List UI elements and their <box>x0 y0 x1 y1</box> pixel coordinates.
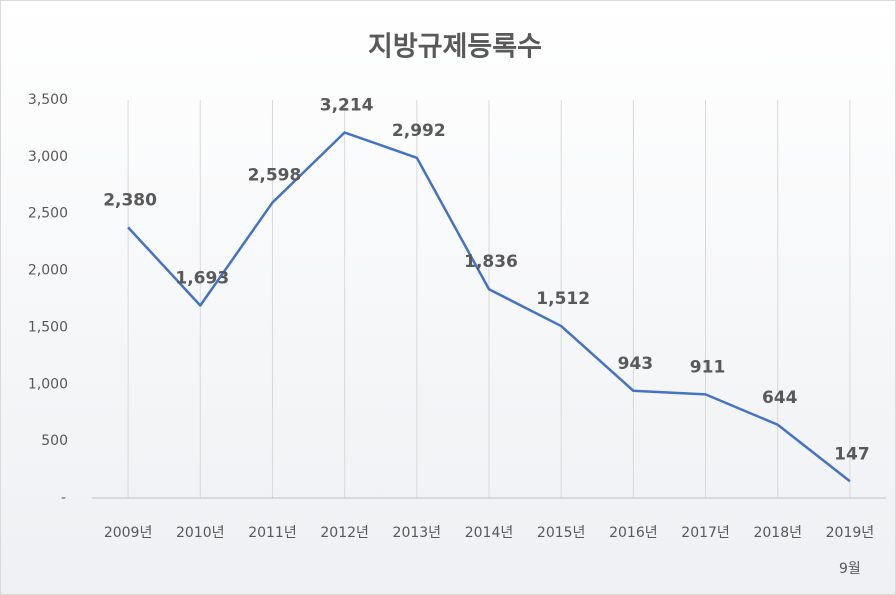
x-tick-label: 2012년 <box>320 525 369 541</box>
x-tick-label: 2011년 <box>248 525 297 541</box>
y-tick-label: 1,000 <box>28 376 68 392</box>
x-tick-label: 2009년 <box>104 525 153 541</box>
x-tick-label: 2017년 <box>681 525 730 541</box>
x-tick-label: 2013년 <box>393 525 442 541</box>
y-tick-label: 2,500 <box>28 206 68 222</box>
x-tick-label: 2018년 <box>753 525 802 541</box>
data-label: 2,380 <box>103 190 157 210</box>
y-tick-label: 3,500 <box>28 92 68 108</box>
data-label: 3,214 <box>320 96 374 116</box>
data-label: 2,598 <box>248 166 302 186</box>
x-tick-label: 2016년 <box>609 525 658 541</box>
x-tick-label: 2010년 <box>176 525 225 541</box>
data-label: 644 <box>762 388 798 408</box>
x-tick-label: 2019년 9월 <box>826 525 875 577</box>
data-label: 1,693 <box>175 268 229 288</box>
data-label: 911 <box>690 357 726 377</box>
y-tick-label: 500 <box>41 433 68 449</box>
data-label: 1,512 <box>536 289 590 309</box>
x-tick-label: 2014년 <box>465 525 514 541</box>
data-label: 2,992 <box>392 121 446 141</box>
data-label: 1,836 <box>464 252 518 272</box>
y-tick-label: - <box>61 490 66 506</box>
x-tick-label: 2015년 <box>537 525 586 541</box>
data-label: 147 <box>834 444 870 464</box>
y-tick-label: 3,000 <box>28 149 68 165</box>
data-line <box>127 131 851 483</box>
chart-title: 지방규제등록수 <box>368 32 542 63</box>
y-tick-label: 2,000 <box>28 263 68 279</box>
y-tick-label: 1,500 <box>28 319 68 335</box>
data-label: 943 <box>618 354 654 374</box>
